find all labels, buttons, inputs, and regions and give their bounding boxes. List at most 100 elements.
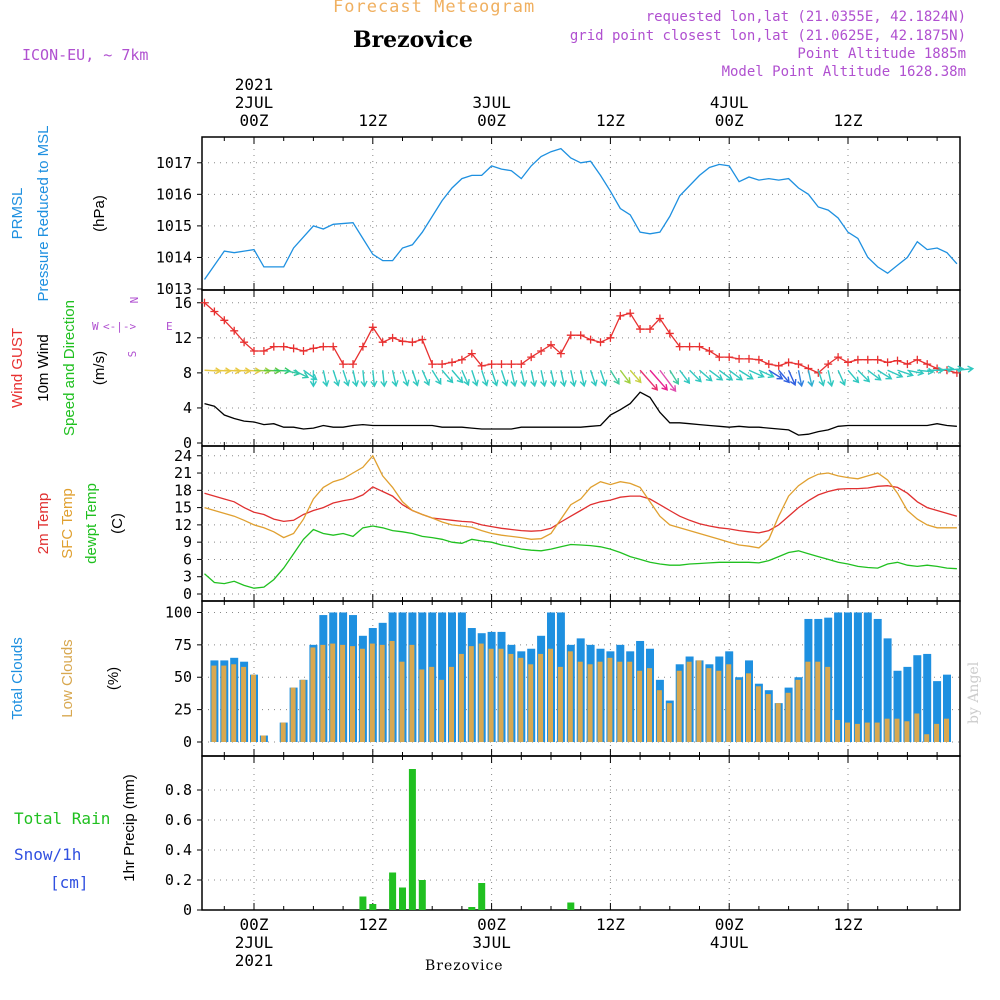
gust-marker (398, 337, 407, 346)
wind-arrow (629, 369, 642, 384)
panel-pressure: 1013 1014 1015 1016 1017 PRMSL Pressure Reduce… (9, 126, 961, 301)
cloud-bar-total (873, 618, 882, 742)
cloud-bar-low (310, 647, 316, 742)
time-label-top: 00Z (477, 111, 506, 130)
cloud-bar-total (923, 653, 932, 742)
gust-marker (200, 298, 209, 307)
cloud-bar-low (637, 670, 643, 742)
gust-marker (705, 346, 714, 355)
y-tick-label: 3 (183, 568, 192, 586)
side-label: Speed and Direction (61, 300, 78, 436)
wind-arrow (490, 370, 499, 387)
y-tick-label: 0.8 (165, 781, 192, 799)
wind-arrow (370, 370, 378, 388)
y-tick-label: 12 (174, 516, 192, 534)
wind-arrow (411, 370, 420, 387)
cloud-bar-low (924, 734, 930, 742)
gust-marker (675, 342, 684, 351)
cloud-bar-low (211, 665, 217, 742)
cloud-bar-low (399, 661, 405, 742)
cloud-bar-low (439, 679, 445, 742)
cloud-bar-low (825, 666, 831, 742)
y-tick-label: 0.2 (165, 871, 192, 889)
y-tick-label: 1016 (156, 185, 192, 203)
cloud-bar-low (676, 670, 682, 742)
wind-arrow (303, 369, 318, 381)
wind-arrow (441, 369, 454, 384)
wind-arrow (309, 370, 318, 388)
time-label-bottom: 2JUL (235, 933, 274, 952)
side-label: (m/s) (91, 351, 108, 385)
location-title: Brezovice (353, 27, 473, 53)
cloud-bar-low (736, 679, 742, 742)
gust-marker (824, 360, 833, 369)
gust-marker (923, 360, 932, 369)
side-label: Total Rain (14, 809, 110, 828)
wind-arrow (738, 369, 754, 380)
side-label: dewpt Temp (83, 483, 100, 564)
gust-marker (210, 307, 219, 316)
wind-arrow (897, 369, 914, 378)
cloud-bar-low (538, 653, 544, 742)
wind-arrow (659, 369, 677, 393)
cloud-bar-low (449, 666, 454, 742)
cloud-bar-low (686, 661, 692, 742)
gust-marker (240, 338, 249, 347)
wind-arrow (758, 369, 775, 379)
wind-arrow (867, 369, 882, 381)
model-label: ICON-EU, ~ 7km (22, 46, 149, 64)
y-tick-label: 1013 (156, 280, 192, 298)
cloud-bar-low (815, 661, 821, 742)
gust-marker (586, 335, 595, 344)
cloud-bar-total (438, 612, 447, 742)
gust-marker (685, 342, 694, 351)
wind-arrow (530, 370, 538, 388)
series-line (204, 391, 957, 436)
wind-arrow (887, 369, 904, 379)
gust-marker (883, 358, 892, 367)
gust-marker (576, 331, 585, 340)
compass-label: S (126, 351, 139, 358)
cloud-bar-low (656, 690, 662, 742)
y-tick-label: 21 (174, 464, 192, 482)
gust-marker (616, 311, 625, 320)
cloud-bar-total (913, 655, 922, 742)
gust-marker (319, 342, 328, 351)
cloud-bar-low (874, 722, 880, 742)
cloud-bar-low (864, 722, 870, 742)
wind-arrow (837, 369, 847, 387)
gust-marker (636, 325, 645, 334)
cloud-bar-low (647, 668, 652, 742)
time-label-bottom: 12Z (834, 915, 863, 934)
side-label: (C) (109, 513, 126, 534)
cloud-bar-low (369, 643, 375, 742)
wind-arrow (778, 369, 790, 384)
cloud-bar-low (478, 643, 484, 742)
gust-marker (517, 360, 526, 369)
rain-bar (359, 896, 367, 910)
gust-marker (358, 342, 367, 351)
cloud-bar-low (379, 644, 385, 742)
cloud-bar-low (528, 664, 534, 742)
cloud-bar-low (251, 674, 256, 742)
wind-arrow (669, 369, 680, 385)
gust-marker (279, 342, 288, 351)
cloud-bar-total (883, 638, 892, 742)
gust-marker (339, 360, 348, 369)
wind-arrow (877, 369, 893, 380)
gust-marker (566, 331, 575, 340)
gust-marker (289, 344, 298, 353)
cloud-bar-low (280, 722, 286, 742)
model-altitude: Model Point Altitude 1628.38m (721, 64, 966, 80)
wind-arrow (421, 369, 431, 387)
time-label-top: 12Z (834, 111, 863, 130)
time-label-top: 2021 (235, 75, 274, 94)
panel-frame (201, 445, 961, 602)
footer-location: Brezovice (425, 958, 504, 974)
wind-arrow (689, 369, 702, 383)
cloud-bar-low (231, 664, 237, 742)
gust-marker (814, 368, 823, 377)
wind-arrow (351, 370, 359, 388)
panel-clouds: 0 25 50 75 100 Total Clouds Low Clouds (%) (9, 600, 961, 757)
